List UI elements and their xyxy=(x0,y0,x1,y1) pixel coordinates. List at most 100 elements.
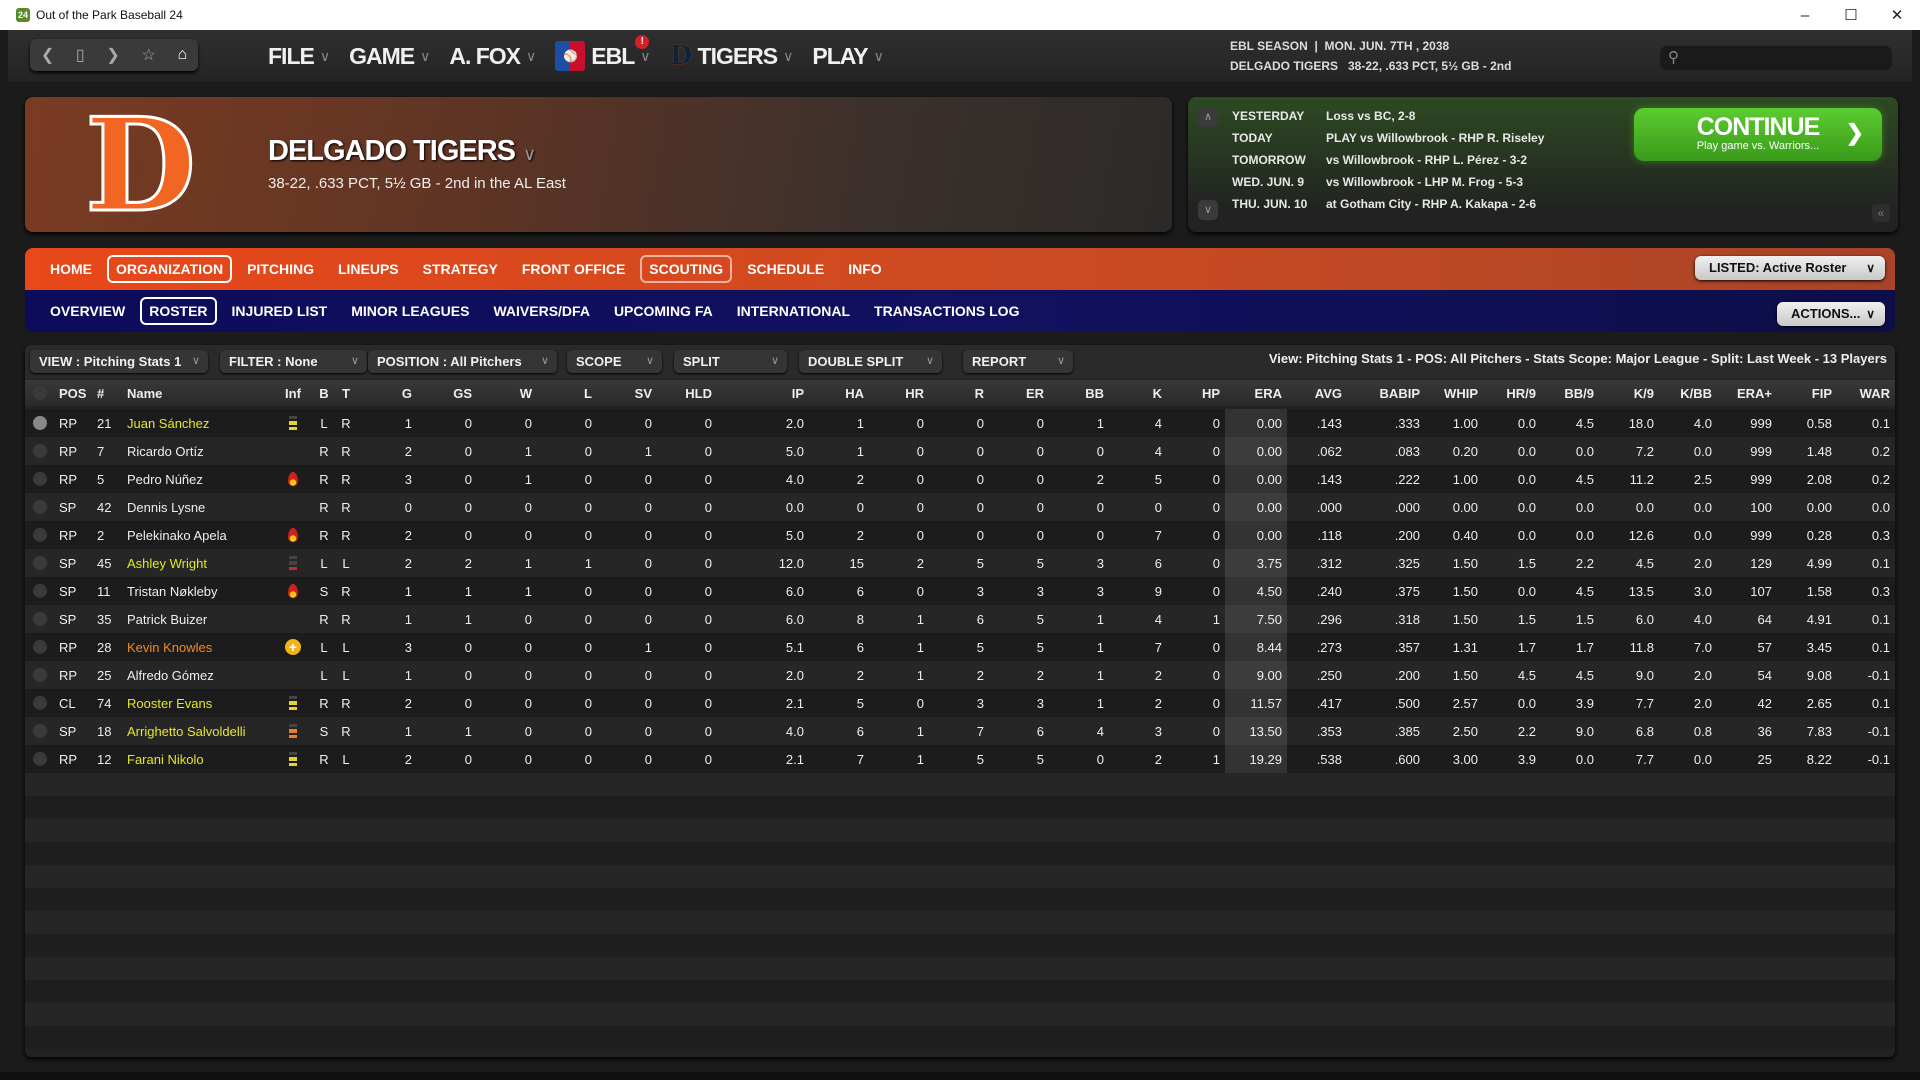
row-radio[interactable] xyxy=(33,640,47,654)
column-header-avg[interactable]: AVG xyxy=(1314,385,1342,401)
player-name-link[interactable]: Rooster Evans xyxy=(127,695,213,711)
filter-dropdown-4[interactable]: SPLIT ∨ xyxy=(674,350,787,373)
schedule-game[interactable]: vs Willowbrook - LHP M. Frog - 5-3 xyxy=(1326,175,1524,189)
row-select-cell[interactable] xyxy=(25,493,55,521)
table-row[interactable]: RP 28 Kevin Knowles + L L 3 0 0 0 1 0 5.1 6 1 5 5 1 7 0 8.44… xyxy=(25,633,1895,661)
column-header-bb-9[interactable]: BB/9 xyxy=(1564,385,1594,401)
column-header-k-bb[interactable]: K/BB xyxy=(1680,385,1712,401)
row-radio[interactable] xyxy=(33,724,47,738)
row-select-cell[interactable] xyxy=(25,745,55,773)
subtab-injured-list[interactable]: INJURED LIST xyxy=(231,303,328,319)
table-row[interactable]: SP 45 Ashley Wright L L 2 2 1 1 0 0 12.0 15 2 5 5 3 6 0 3.7… xyxy=(25,549,1895,577)
subtab-transactions-log[interactable]: TRANSACTIONS LOG xyxy=(874,303,1020,319)
column-header-r[interactable]: R xyxy=(974,385,984,401)
tab-strategy[interactable]: STRATEGY xyxy=(422,261,498,277)
tab-pitching[interactable]: PITCHING xyxy=(247,261,314,277)
column-header-ip[interactable]: IP xyxy=(791,385,804,401)
menu-file[interactable]: FILE ∨ xyxy=(268,43,330,70)
subtab-upcoming-fa[interactable]: UPCOMING FA xyxy=(613,303,713,319)
column-header-b[interactable]: B xyxy=(319,385,329,401)
subtab-overview[interactable]: OVERVIEW xyxy=(50,303,126,319)
search-input[interactable]: ⚲ xyxy=(1660,46,1892,70)
minimize-button[interactable]: – xyxy=(1800,6,1810,24)
column-header-pos[interactable]: POS xyxy=(59,385,87,401)
row-select-cell[interactable] xyxy=(25,689,55,717)
table-row[interactable]: CL 74 Rooster Evans R R 2 0 0 0 0 0 2.1 5 0 3 3 1 2 0 11.57… xyxy=(25,689,1895,717)
row-radio[interactable] xyxy=(33,444,47,458)
table-row[interactable]: RP 7 Ricardo Ortíz R R 2 0 1 0 1 0 5.0 1 0 0 0 0 4 0 0.00.0… xyxy=(25,437,1895,465)
row-select-cell[interactable] xyxy=(25,549,55,577)
schedule-game[interactable]: Loss vs BC, 2-8 xyxy=(1326,109,1416,123)
bookmark-icon[interactable]: ▯ xyxy=(75,47,85,64)
forward-icon[interactable]: ❯ xyxy=(106,47,120,64)
row-select-cell[interactable] xyxy=(25,717,55,745)
menu-game[interactable]: GAME ∨ xyxy=(349,43,430,70)
row-select-cell[interactable] xyxy=(25,465,55,493)
filter-dropdown-5[interactable]: DOUBLE SPLIT ∨ xyxy=(799,350,942,373)
tab-info[interactable]: INFO xyxy=(848,261,882,277)
column-header-hr-9[interactable]: HR/9 xyxy=(1506,385,1536,401)
subtab-roster[interactable]: ROSTER xyxy=(140,297,217,325)
player-name-link[interactable]: Arrighetto Salvoldelli xyxy=(127,723,246,739)
tab-organization[interactable]: ORGANIZATION xyxy=(107,255,233,283)
row-radio[interactable] xyxy=(33,584,47,598)
home-icon[interactable]: ⌂ xyxy=(177,46,188,63)
column-header-name[interactable]: Name xyxy=(127,385,163,401)
player-name-link[interactable]: Patrick Buizer xyxy=(127,611,208,627)
table-row[interactable]: SP 35 Patrick Buizer R R 1 1 0 0 0 0 6.0 8 1 6 5 1 4 1 7.50… xyxy=(25,605,1895,633)
filter-dropdown-2[interactable]: POSITION : All Pitchers ∨ xyxy=(368,350,557,373)
player-name-link[interactable]: Kevin Knowles xyxy=(127,639,213,655)
player-name-link[interactable]: Pedro Núñez xyxy=(127,471,203,487)
row-select-cell[interactable] xyxy=(25,521,55,549)
tab-front-office[interactable]: FRONT OFFICE xyxy=(521,261,626,277)
close-button[interactable]: ✕ xyxy=(1890,7,1904,24)
menu-team[interactable]: D TIGERS ∨ xyxy=(670,41,794,71)
table-row[interactable]: RP 5 Pedro Núñez R R 3 0 1 0 0 0 4.0 2 0 0 0 2 5 0 0.00 .143… xyxy=(25,465,1895,493)
table-row[interactable]: RP 25 Alfredo Gómez L L 1 0 0 0 0 0 2.0 2 1 2 2 1 2 0 9.00.… xyxy=(25,661,1895,689)
column-header-g[interactable]: G xyxy=(401,385,412,401)
column-header-l[interactable]: L xyxy=(584,385,592,401)
schedule-game[interactable]: PLAY vs Willowbrook - RHP R. Riseley xyxy=(1326,131,1545,145)
table-row[interactable]: RP 2 Pelekinako Apela R R 2 0 0 0 0 0 5.0 2 0 0 0 0 7 0 0.0… xyxy=(25,521,1895,549)
subtab-minor-leagues[interactable]: MINOR LEAGUES xyxy=(351,303,470,319)
player-name-link[interactable]: Ricardo Ortíz xyxy=(127,443,204,459)
column-header-hld[interactable]: HLD xyxy=(685,385,712,401)
table-row[interactable]: SP 11 Tristan Nøkleby S R 1 1 1 0 0 0 6.0 6 0 3 3 3 9 0 4.5… xyxy=(25,577,1895,605)
tab-home[interactable]: HOME xyxy=(50,261,92,277)
column-header-ha[interactable]: HA xyxy=(845,385,864,401)
column-header-war[interactable]: WAR xyxy=(1859,385,1890,401)
column-header-er[interactable]: ER xyxy=(1025,385,1044,401)
select-all-radio[interactable] xyxy=(33,386,47,400)
row-radio[interactable] xyxy=(33,500,47,514)
table-row[interactable]: SP 42 Dennis Lysne R R 0 0 0 0 0 0 0.0 0 0 0 0 0 0 0 0.00.0… xyxy=(25,493,1895,521)
player-name-link[interactable]: Pelekinako Apela xyxy=(127,527,227,543)
tab-schedule[interactable]: SCHEDULE xyxy=(747,261,825,277)
row-radio[interactable] xyxy=(33,668,47,682)
player-name-link[interactable]: Alfredo Gómez xyxy=(127,667,214,683)
player-name-link[interactable]: Tristan Nøkleby xyxy=(127,583,218,599)
star-icon[interactable]: ☆ xyxy=(141,47,156,64)
player-name-link[interactable]: Juan Sánchez xyxy=(127,415,210,431)
row-select-cell[interactable] xyxy=(25,633,55,661)
chevron-up-icon[interactable]: ∧ xyxy=(1198,107,1218,127)
menu-league[interactable]: ⚾ EBL ∨! xyxy=(555,35,651,71)
column-header-k[interactable]: K xyxy=(1152,385,1162,401)
filter-dropdown-0[interactable]: VIEW : Pitching Stats 1 ∨ xyxy=(30,350,208,373)
row-select-cell[interactable] xyxy=(25,437,55,465)
row-select-cell[interactable] xyxy=(25,409,55,437)
listed-dropdown[interactable]: LISTED: Active Roster ∨ xyxy=(1695,256,1885,280)
table-row[interactable]: RP 21 Juan Sánchez L R 1 0 0 0 0 0 2.0 1 0 0 0 1 4 0 0.00.1… xyxy=(25,409,1895,437)
table-row[interactable]: SP 18 Arrighetto Salvoldelli S R 1 1 0 0 0 0 4.0 6 1 7… xyxy=(25,717,1895,745)
row-radio[interactable] xyxy=(33,696,47,710)
column-header-hp[interactable]: HP xyxy=(1201,385,1220,401)
row-radio[interactable] xyxy=(33,472,47,486)
column-header--[interactable]: # xyxy=(97,385,105,401)
column-header-hr[interactable]: HR xyxy=(905,385,924,401)
row-radio[interactable] xyxy=(33,612,47,626)
menu-play[interactable]: PLAY ∨ xyxy=(812,43,884,70)
column-header-era[interactable]: ERA xyxy=(1254,385,1282,401)
row-radio[interactable] xyxy=(33,752,47,766)
back-icon[interactable]: ❮ xyxy=(40,47,55,64)
row-radio[interactable] xyxy=(33,528,47,542)
player-name-link[interactable]: Ashley Wright xyxy=(127,555,207,571)
